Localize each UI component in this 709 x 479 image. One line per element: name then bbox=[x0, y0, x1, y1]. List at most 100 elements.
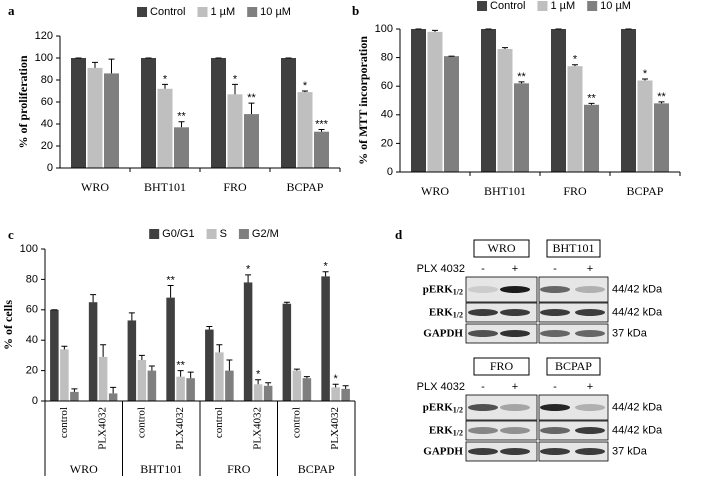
x-tick-label: BCPAP bbox=[627, 184, 664, 198]
legend-label: Control bbox=[150, 6, 185, 18]
significance-label: * bbox=[643, 68, 648, 80]
legend-swatch bbox=[238, 229, 249, 239]
treatment-label: PLX 4032 bbox=[417, 381, 465, 393]
bar bbox=[481, 29, 496, 172]
bar bbox=[50, 309, 59, 401]
y-tick-label: 40 bbox=[26, 334, 38, 346]
bar bbox=[147, 370, 157, 401]
x-tick-label: WRO bbox=[421, 184, 449, 198]
legend-label: G2/M bbox=[252, 228, 279, 240]
row-label: GAPDH bbox=[423, 445, 463, 457]
y-tick-label: 80 bbox=[26, 273, 38, 285]
blot-band bbox=[500, 309, 530, 316]
lane-sign: - bbox=[553, 381, 557, 393]
bar bbox=[263, 385, 273, 401]
bar bbox=[314, 131, 329, 168]
y-tick-label: 80 bbox=[381, 52, 393, 64]
blot-band bbox=[540, 427, 570, 434]
significance-label: * bbox=[573, 54, 578, 66]
blot-band bbox=[540, 330, 570, 337]
panel-label: a bbox=[8, 3, 15, 18]
cell-line-box bbox=[473, 239, 530, 258]
error-bar bbox=[138, 354, 145, 360]
error-bar bbox=[502, 47, 508, 50]
size-label: 37 kDa bbox=[612, 327, 648, 339]
bar bbox=[87, 67, 103, 168]
error-bar bbox=[110, 386, 117, 394]
error-bar bbox=[293, 368, 300, 371]
bar bbox=[567, 66, 583, 172]
y-tick-label: 60 bbox=[381, 80, 393, 92]
blot-band bbox=[500, 448, 530, 455]
y-tick-label: 100 bbox=[375, 23, 393, 35]
significance-label: * bbox=[163, 73, 168, 85]
bar bbox=[244, 114, 259, 168]
y-tick-label: 20 bbox=[41, 140, 53, 152]
lane-sign: - bbox=[481, 263, 485, 275]
error-bar bbox=[71, 388, 78, 392]
legend-label: S bbox=[220, 228, 227, 240]
x-tick-label: FRO bbox=[563, 184, 587, 198]
significance-label: * bbox=[303, 80, 308, 92]
x-tick-label: PLX4032 bbox=[97, 407, 109, 450]
error-bar bbox=[572, 64, 578, 67]
size-label: 44/42 kDa bbox=[612, 401, 663, 413]
error-bar bbox=[283, 301, 290, 304]
error-bar bbox=[178, 121, 185, 128]
error-bar bbox=[187, 371, 194, 379]
y-axis-label: % of proliferation bbox=[16, 55, 30, 148]
error-bar bbox=[162, 83, 168, 89]
x-tick-label: BHT101 bbox=[144, 180, 186, 194]
bar bbox=[243, 282, 253, 401]
lane-sign: - bbox=[481, 381, 485, 393]
blot-band bbox=[468, 427, 498, 434]
bar bbox=[71, 58, 86, 168]
bar bbox=[427, 31, 443, 172]
row-label: GAPDH bbox=[423, 327, 463, 339]
bar bbox=[225, 370, 234, 401]
x-tick-label: control bbox=[290, 407, 302, 438]
legend: Control 1 µM 10 µM bbox=[477, 0, 631, 12]
bar bbox=[108, 393, 118, 401]
legend-swatch bbox=[197, 7, 208, 17]
legend-label: 10 µM bbox=[260, 6, 291, 18]
cell-line-box bbox=[546, 239, 601, 258]
group-label: BHT101 bbox=[140, 462, 182, 476]
row-label: pERK1/2 bbox=[423, 401, 463, 414]
lane-sign: + bbox=[512, 263, 518, 275]
bar bbox=[227, 94, 243, 168]
treatment-label: PLX 4032 bbox=[417, 263, 465, 275]
legend-swatch bbox=[477, 1, 488, 11]
y-tick-label: 100 bbox=[20, 243, 38, 255]
bar bbox=[331, 387, 340, 401]
blot-band bbox=[468, 448, 498, 455]
y-tick-label: 40 bbox=[381, 109, 393, 121]
bar bbox=[166, 297, 175, 401]
error-bar bbox=[658, 101, 665, 104]
x-tick-label: control bbox=[58, 407, 70, 438]
y-tick-label: 80 bbox=[41, 74, 53, 86]
error-bar bbox=[303, 376, 310, 379]
legend-swatch bbox=[537, 1, 548, 11]
bar bbox=[621, 29, 636, 172]
error-bar bbox=[318, 129, 325, 132]
panel-label: b bbox=[352, 3, 359, 18]
size-label: 44/42 kDa bbox=[612, 424, 663, 436]
legend-swatch bbox=[137, 7, 148, 17]
protein-subscript: 1/2 bbox=[453, 405, 463, 414]
bar bbox=[137, 359, 147, 401]
blot-band bbox=[575, 448, 605, 455]
significance-label: ** bbox=[177, 111, 186, 123]
protein-name: GAPDH bbox=[423, 445, 463, 457]
blot-band bbox=[575, 330, 605, 337]
lane-sign: - bbox=[553, 263, 557, 275]
x-tick-label: FRO bbox=[223, 180, 247, 194]
protein-name: GAPDH bbox=[423, 327, 463, 339]
lane-sign: + bbox=[587, 381, 593, 393]
y-axis-label: % of cells bbox=[1, 300, 15, 350]
x-tick-label: BCPAP bbox=[287, 180, 324, 194]
error-bar bbox=[100, 344, 107, 357]
bar bbox=[176, 376, 185, 401]
error-bar bbox=[206, 326, 213, 330]
